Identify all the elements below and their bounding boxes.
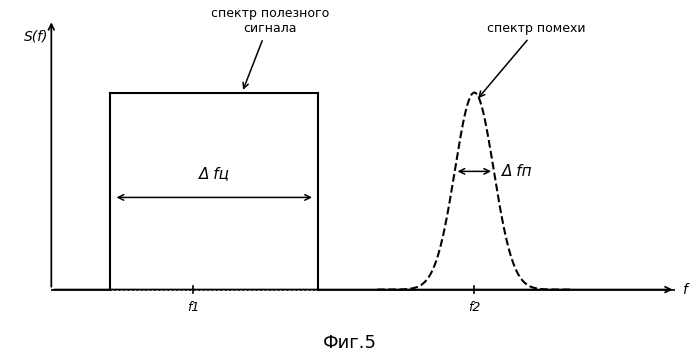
Text: спектр полезного
сигнала: спектр полезного сигнала <box>210 7 329 88</box>
Text: спектр помехи: спектр помехи <box>479 22 586 97</box>
Text: f: f <box>682 282 687 297</box>
Text: Δ fп: Δ fп <box>503 164 533 179</box>
Text: Фиг.5: Фиг.5 <box>322 334 377 352</box>
Text: f1: f1 <box>187 301 200 314</box>
Text: f2: f2 <box>468 301 480 314</box>
Text: S(f): S(f) <box>24 29 48 43</box>
Text: Δ fц: Δ fц <box>199 167 230 181</box>
